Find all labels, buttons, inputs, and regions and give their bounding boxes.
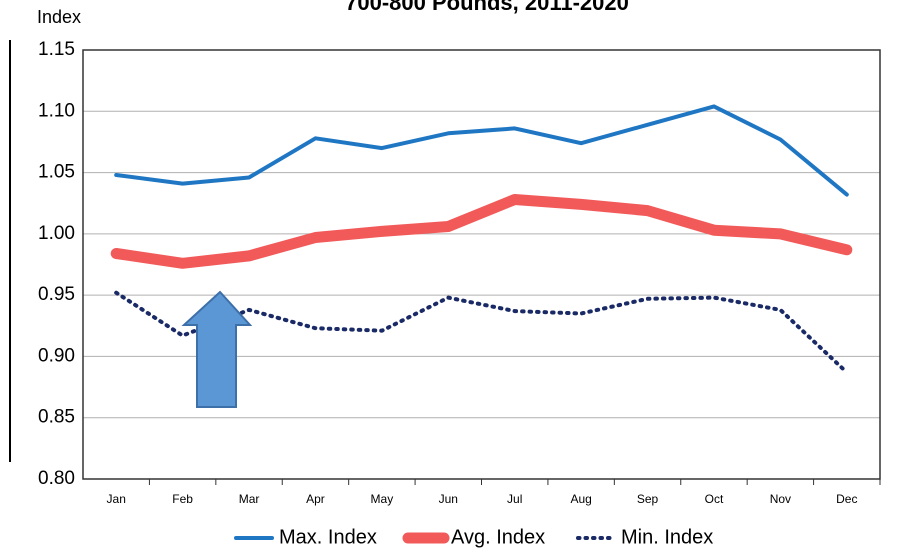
arrow (181, 290, 253, 408)
x-tick-label: Mar (239, 492, 260, 506)
legend-label: Avg. Index (451, 526, 545, 548)
chart-title: 700-800 Pounds, 2011-2020 (345, 0, 629, 15)
y-tick-label: 0.95 (38, 284, 75, 305)
x-tick-label: Feb (172, 492, 193, 506)
y-tick-label: 1.00 (38, 223, 75, 244)
x-tick-label: Dec (836, 492, 857, 506)
x-tick-label: Apr (306, 492, 325, 506)
x-tick-label: Oct (705, 492, 724, 506)
legend-label: Min. Index (621, 526, 713, 548)
y-tick-label: 0.85 (38, 407, 75, 428)
y-tick-label: 1.10 (38, 100, 75, 121)
y-axis-label: Index (37, 7, 81, 27)
series-line (110, 194, 853, 269)
legend-label: Max. Index (279, 526, 377, 548)
plot-area (83, 49, 880, 480)
x-tick-label: Jun (439, 492, 458, 506)
x-tick-label: Sep (637, 492, 659, 506)
y-tick-label: 1.15 (38, 39, 75, 60)
x-tick-label: Jul (507, 492, 522, 506)
x-tick-label: Jan (107, 492, 126, 506)
y-tick-label: 0.90 (38, 345, 75, 366)
x-tick-label: Aug (570, 492, 591, 506)
series-line (114, 104, 849, 197)
x-tick-label: Nov (770, 492, 791, 506)
y-tick-label: 0.80 (38, 468, 75, 489)
y-tick-label: 1.05 (38, 162, 75, 183)
x-tick-label: May (371, 492, 394, 506)
